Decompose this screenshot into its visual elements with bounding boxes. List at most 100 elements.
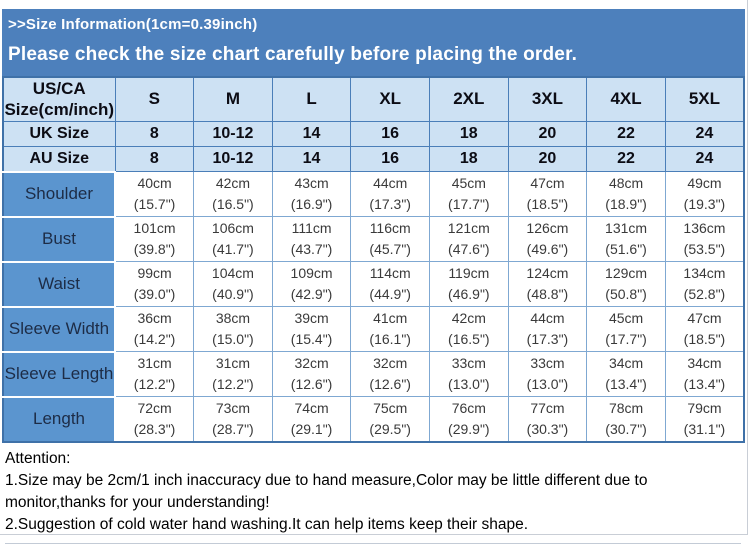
inch-value: (43.7") [290,241,333,257]
measurement-value-cell: 126cm (49.6") [507,216,588,262]
cm-value: 99cm [137,265,172,281]
inch-value: (40.9") [212,286,254,302]
cm-value: 39cm [294,310,329,326]
measurement-value-cell: 106cm (41.7") [193,216,273,262]
measurement-value-cell: 47cm (18.5") [507,171,588,217]
inch-value: (12.2") [133,376,176,392]
size-column-header-s: S [114,76,195,122]
inch-value: (13.4") [605,376,647,392]
cm-value: 116cm [369,220,411,236]
cm-value: 78cm [608,399,644,416]
cm-value: 40cm [137,175,172,191]
banner-warning: Please check the size chart carefully be… [8,44,578,65]
cm-value: 48cm [608,175,644,191]
inch-value: (29.9") [448,420,490,437]
measurement-row-label: Shoulder [2,170,116,218]
corner-header: US/CA Size(cm/inch) [2,76,116,122]
inch-value: (28.7") [212,420,254,437]
inch-value: (39.8") [133,241,176,257]
inch-value: (29.1") [290,420,333,437]
measurement-value-cell: 34cm (13.4") [586,351,666,397]
measurement-value-cell: 78cm (30.7") [586,396,666,442]
conversion-value-cell: 10-12 [193,120,273,147]
inch-value: (53.5") [683,241,726,257]
cm-value: 119cm [448,265,490,281]
size-table: US/CA Size(cm/inch) S M L XL 2XL 3XL 4XL 5XL UK Si… [2,76,745,443]
cm-value: 126cm [526,220,569,236]
cm-value: 45cm [608,310,644,326]
cm-value: 41cm [373,310,408,326]
conversion-value-cell: 20 [507,145,588,172]
measurement-value-cell: 49cm (19.3") [664,171,745,217]
measurement-row: Length 72cm (28.3") 73cm (28.7") 74cm (29.1") 7… [2,395,745,443]
size-column-header-xl: XL [350,76,430,122]
size-column-header-2xl: 2XL [429,76,509,122]
cm-value: 124cm [526,265,569,281]
measurement-value-cell: 75cm (29.5") [350,396,430,442]
measurement-value-cell: 45cm (17.7") [429,171,509,217]
cm-value: 34cm [687,355,722,371]
inch-value: (39.0") [133,286,176,302]
inch-value: (29.5") [369,420,411,437]
notes-heading: Attention: [5,449,71,467]
measurement-row-label: Length [2,395,116,443]
note-line-1: 1.Size may be 2cm/1 inch inaccuracy due … [5,471,648,511]
measurement-row: Waist 99cm (39.0") 104cm (40.9") 109cm (42.9")… [2,260,745,308]
inch-value: (44.9") [369,286,411,302]
cm-value: 75cm [373,399,408,416]
measurement-value-cell: 129cm (50.8") [586,261,666,307]
measurement-row-label: Sleeve Width [2,305,116,353]
cm-value: 111cm [291,220,332,236]
measurement-row: Sleeve Length 31cm (12.2") 31cm (12.2") 32cm (… [2,350,745,398]
corner-header-line-2: Size(cm/inch) [4,100,115,120]
cm-value: 131cm [605,220,648,236]
inch-value: (50.8") [605,286,647,302]
cm-value: 76cm [451,399,486,416]
inch-value: (12.6") [290,376,333,392]
measurement-row-label: Bust [2,215,116,263]
inch-value: (16.1") [369,331,411,347]
measurement-row: Bust 101cm (39.8") 106cm (41.7") 111cm (43.7")… [2,215,745,263]
cm-value: 36cm [137,310,172,326]
measurement-value-cell: 134cm (52.8") [664,261,745,307]
measurement-value-cell: 45cm (17.7") [586,306,666,352]
inch-value: (47.6") [448,241,490,257]
inch-value: (45.7") [369,241,411,257]
conversion-value-cell: 8 [114,120,195,147]
cm-value: 38cm [215,310,251,326]
inch-value: (13.0") [448,376,490,392]
cm-value: 74cm [294,399,329,416]
inch-value: (49.6") [526,241,569,257]
inch-value: (17.7") [605,331,647,347]
conversion-value-cell: 8 [114,145,195,172]
measurement-value-cell: 136cm (53.5") [664,216,745,262]
measurement-value-cell: 72cm (28.3") [114,396,195,442]
inch-value: (31.1") [683,420,726,437]
measurement-row: Shoulder 40cm (15.7") 42cm (16.5") 43cm (16.9"… [2,170,745,218]
size-column-header-4xl: 4XL [586,76,666,122]
note-line-2: 2.Suggestion of cold water hand washing.… [5,515,529,533]
cm-value: 42cm [451,310,486,326]
inch-value: (19.3") [683,196,726,212]
cm-value: 114cm [369,265,411,281]
conversion-row: UK Size 8 10-12 14 16 18 20 22 24 [2,120,745,147]
measurement-value-cell: 101cm (39.8") [114,216,195,262]
notes-section: Attention: 1.Size may be 2cm/1 inch inac… [2,443,745,544]
measurement-value-cell: 43cm (16.9") [271,171,352,217]
size-column-header-l: L [271,76,352,122]
inch-value: (42.9") [290,286,333,302]
measurement-value-cell: 109cm (42.9") [271,261,352,307]
measurement-value-cell: 114cm (44.9") [350,261,430,307]
banner: >>Size Information(1cm=0.39inch) Please … [2,9,745,76]
page-title: >>Size Information(1cm=0.39inch) [8,16,258,33]
measurement-value-cell: 48cm (18.9") [586,171,666,217]
measurement-value-cell: 42cm (16.5") [193,171,273,217]
cm-value: 32cm [294,355,329,371]
measurement-value-cell: 42cm (16.5") [429,306,509,352]
measurement-value-cell: 79cm (31.1") [664,396,745,442]
conversion-value-cell: 18 [429,145,509,172]
cm-value: 32cm [373,355,408,371]
measurement-value-cell: 38cm (15.0") [193,306,273,352]
cm-value: 44cm [530,310,565,326]
